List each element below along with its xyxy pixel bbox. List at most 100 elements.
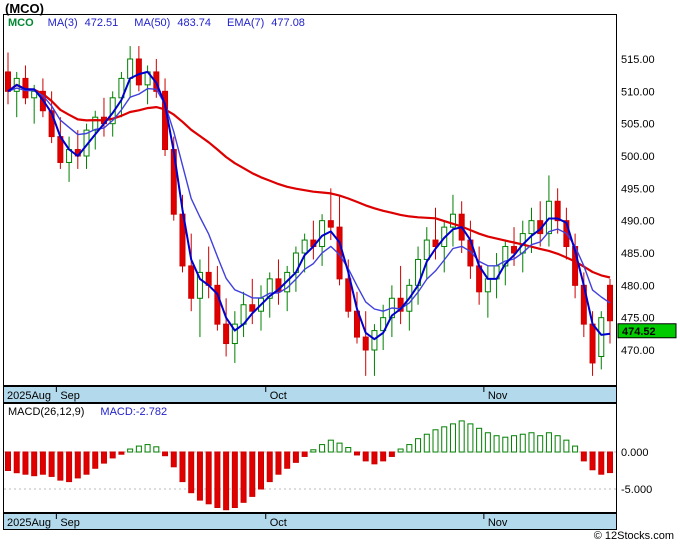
candle-body	[528, 220, 535, 235]
legend-ma3-label: MA(3)	[47, 17, 78, 29]
candle-body	[127, 58, 134, 79]
macd-histogram-bar	[284, 451, 291, 469]
macd-histogram-bar	[231, 451, 238, 508]
macd-histogram-bar	[467, 423, 474, 453]
macd-histogram-bar	[74, 451, 81, 479]
candle-body	[502, 246, 509, 267]
macd-histogram-bar	[170, 451, 177, 468]
last-price-badge	[617, 323, 677, 339]
macd-params-label: MACD(26,12,9)	[8, 406, 85, 418]
macd-histogram-bar	[22, 451, 29, 475]
macd-histogram-bar	[537, 435, 544, 453]
macd-histogram-bar	[511, 435, 518, 453]
copyright-label: © 12Stocks.com	[593, 530, 674, 542]
candle-body	[589, 323, 596, 364]
price-axis-label: 495.00	[621, 183, 655, 195]
macd-histogram-bar	[345, 447, 352, 453]
price-axis-label: 485.00	[621, 248, 655, 260]
macd-histogram-bar	[415, 438, 422, 453]
overlay-line-ma3	[7, 70, 611, 341]
candle-body	[607, 284, 613, 322]
macd-histogram-bar	[127, 448, 134, 453]
candle-body	[196, 271, 203, 299]
macd-histogram-bar	[266, 451, 273, 483]
price-axis-label: 475.00	[621, 313, 655, 325]
macd-histogram-bar	[310, 449, 317, 453]
macd-histogram-bar	[432, 429, 439, 453]
macd-histogram-bar	[476, 427, 483, 453]
price-chart-border	[3, 14, 617, 386]
macd-histogram-bar	[205, 451, 212, 505]
candle-body	[223, 323, 230, 345]
macd-histogram-bar	[554, 435, 561, 453]
macd-value-label: MACD:-2.782	[100, 406, 168, 418]
macd-histogram-bar	[519, 433, 526, 453]
candle-body	[188, 265, 195, 299]
symbol-title: (MCO)	[5, 1, 44, 16]
macd-histogram-bar	[92, 451, 99, 469]
macd-histogram-bar	[336, 442, 343, 453]
candle-body	[545, 200, 552, 235]
macd-histogram-bar	[275, 451, 282, 475]
macd-histogram-bar	[397, 448, 404, 453]
macd-histogram-bar	[5, 451, 11, 471]
month-label: Sep	[60, 517, 80, 529]
time-axis-band	[3, 386, 617, 403]
macd-histogram-bar	[423, 433, 430, 453]
macd-histogram-bar	[589, 451, 596, 471]
candle-body	[449, 213, 456, 228]
candle-body	[511, 246, 518, 254]
macd-axis-label: 0.000	[621, 447, 649, 459]
macd-histogram-bar	[528, 432, 535, 453]
macd-panel-border	[3, 403, 617, 513]
macd-histogram-bar	[458, 420, 465, 453]
macd-histogram-bar	[258, 451, 265, 490]
macd-histogram-bar	[493, 435, 500, 453]
macd-histogram-bar	[109, 451, 116, 459]
macd-histogram-bar	[598, 451, 605, 475]
month-label: 2025Aug	[7, 390, 51, 402]
candle-body	[48, 110, 55, 138]
candle-body	[301, 239, 308, 254]
macd-histogram-bar	[319, 444, 326, 453]
price-axis-label: 515.00	[621, 54, 655, 66]
indicator-legend: MCO MA(3) 472.51 MA(50) 483.74 EMA(7) 477.08	[8, 17, 321, 29]
macd-histogram-bar	[240, 451, 247, 503]
candle-body	[135, 58, 142, 86]
candle-body	[266, 278, 273, 299]
macd-histogram-bar	[327, 439, 334, 453]
macd-histogram-bar	[563, 439, 570, 453]
candle-body	[319, 220, 326, 248]
macd-histogram-bar	[223, 451, 230, 511]
macd-histogram-bar	[13, 451, 20, 474]
macd-histogram-bar	[196, 451, 203, 501]
macd-histogram-bar	[249, 451, 256, 497]
month-label: Nov	[488, 390, 508, 402]
macd-histogram-bar	[144, 444, 151, 453]
macd-histogram-bar	[83, 451, 90, 475]
price-axis-label: 505.00	[621, 119, 655, 131]
macd-histogram-bar	[118, 451, 125, 455]
macd-histogram-bar	[214, 451, 221, 508]
macd-histogram-bar	[572, 445, 579, 453]
macd-histogram-bar	[57, 451, 64, 481]
candle-body	[5, 71, 11, 92]
macd-histogram-bar	[135, 445, 142, 453]
macd-histogram-bar	[484, 432, 491, 453]
macd-histogram-bar	[353, 451, 360, 456]
macd-histogram-bar	[48, 451, 55, 477]
last-price-badge-text: 474.52	[622, 326, 656, 338]
candle-body	[380, 317, 387, 332]
month-label: Oct	[270, 390, 287, 402]
price-axis-label: 480.00	[621, 280, 655, 292]
macd-histogram-bar	[162, 451, 169, 457]
macd-histogram-bar	[292, 451, 299, 463]
macd-histogram-bar	[545, 432, 552, 453]
macd-histogram-bar	[406, 444, 413, 453]
candle-body	[249, 304, 256, 312]
price-axis-label: 510.00	[621, 86, 655, 98]
candle-body	[484, 278, 491, 293]
macd-histogram-bar	[607, 451, 613, 474]
candle-body	[554, 200, 561, 222]
